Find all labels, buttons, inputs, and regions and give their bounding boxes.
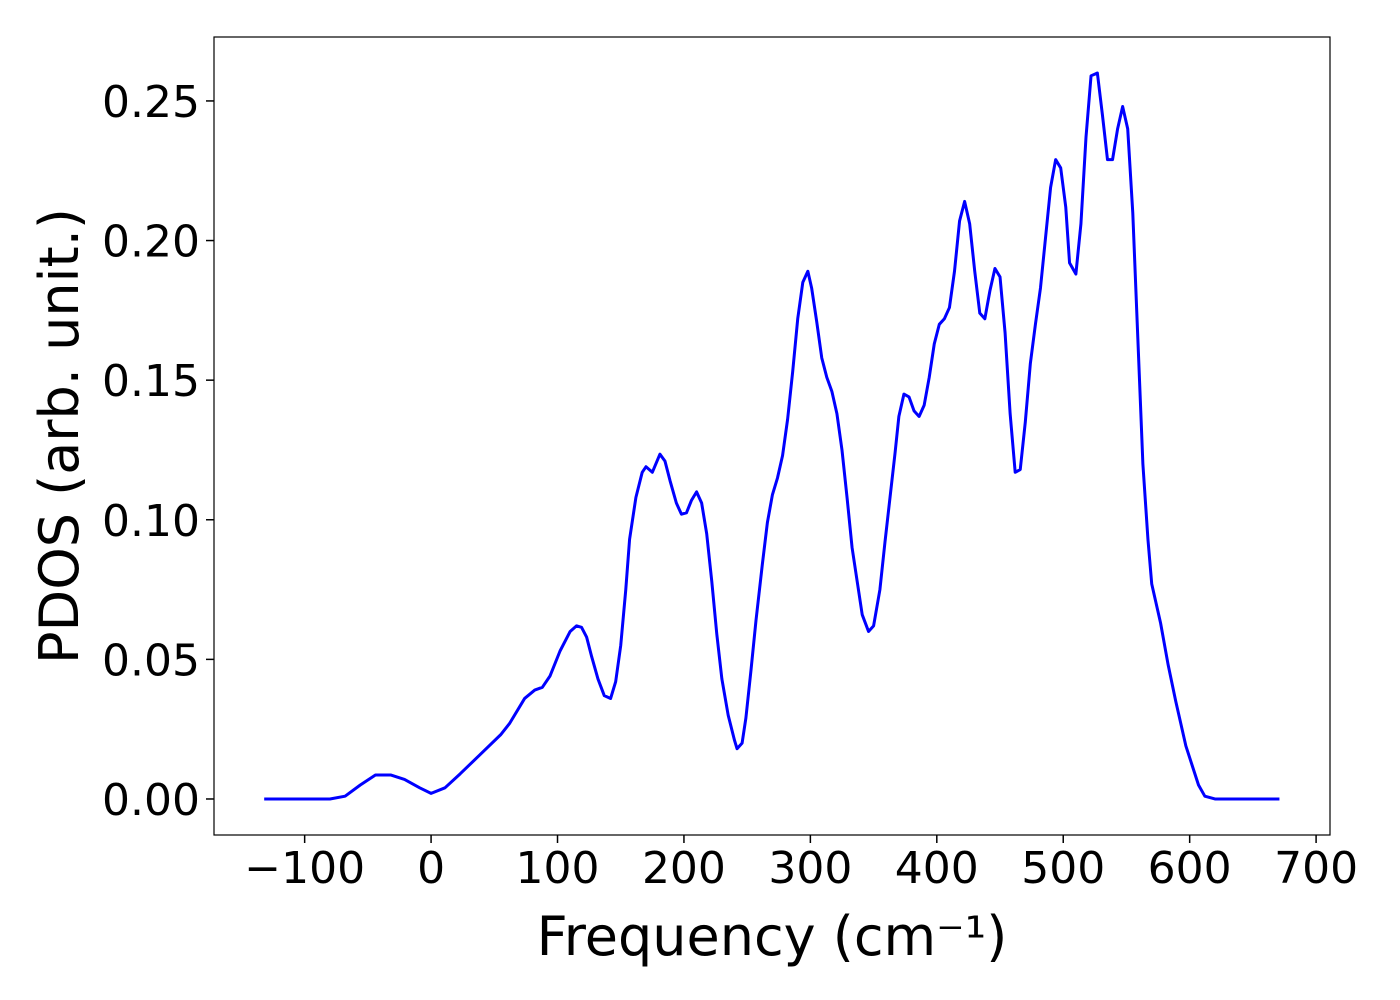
y-axis-label: PDOS (arb. unit.): [28, 208, 91, 664]
x-tick-label: 300: [768, 843, 852, 894]
y-tick-label: 0.25: [102, 77, 200, 128]
x-tick-label: 200: [642, 843, 726, 894]
x-tick-label: 700: [1274, 843, 1358, 894]
data-line: [264, 71, 1280, 801]
x-tick-label: 400: [895, 843, 979, 894]
y-tick-label: 0.05: [102, 635, 200, 686]
y-tick-label: 0.15: [102, 356, 200, 407]
x-tick-label: 100: [516, 843, 600, 894]
x-tick-label: 0: [417, 843, 445, 894]
x-axis-label: Frequency (cm⁻¹): [537, 905, 1008, 968]
x-tick-label: 600: [1148, 843, 1232, 894]
y-tick-label: 0.10: [102, 496, 200, 547]
x-tick-label: 500: [1021, 843, 1105, 894]
y-tick-label: 0.00: [102, 775, 200, 826]
y-tick-label: 0.20: [102, 217, 200, 268]
plot-frame: [213, 36, 1331, 836]
x-tick-label: −100: [244, 843, 365, 894]
